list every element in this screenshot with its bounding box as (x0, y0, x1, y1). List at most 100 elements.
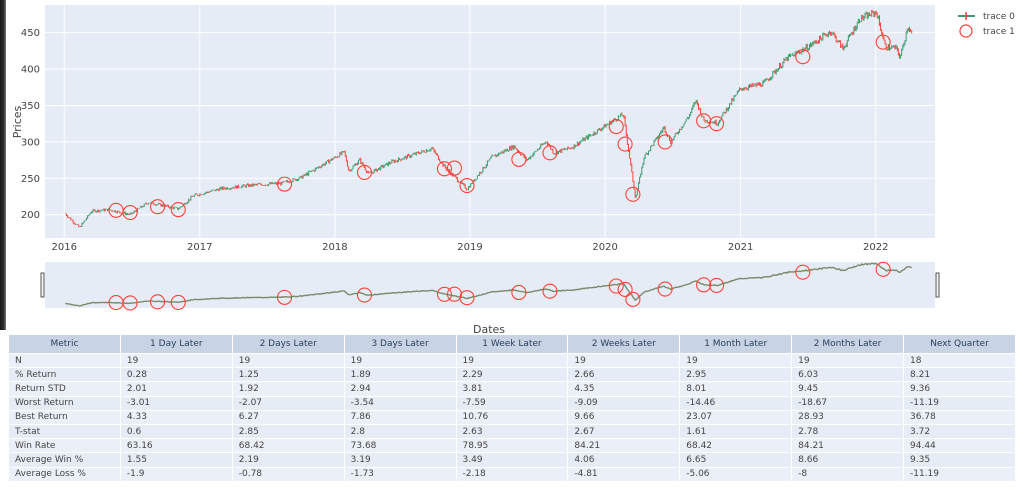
legend-item-trace-1[interactable]: trace 1 (959, 24, 1015, 38)
table-cell: 8.21 (903, 367, 1016, 383)
table-cell: 0.28 (119, 367, 233, 383)
metric-name-cell: T-stat (8, 423, 121, 440)
table-cell: -18.67 (791, 395, 904, 411)
metric-name-cell: Average Loss % (8, 466, 121, 482)
table-cell: 63.16 (119, 438, 233, 454)
table-cell: 3.81 (455, 381, 569, 397)
table-cell: 84.21 (791, 438, 904, 454)
x-tick-label: 2020 (592, 242, 617, 253)
table-cell: 9.66 (567, 409, 681, 425)
signal-marker[interactable] (709, 116, 725, 132)
table-row: N 19 19 19 19 19 19 19 18 (8, 352, 1016, 369)
table-cell: -1.9 (119, 466, 233, 482)
table-cell: -2.18 (455, 466, 569, 482)
signal-marker[interactable] (122, 204, 138, 221)
signal-marker[interactable] (356, 164, 373, 181)
signal-marker[interactable] (170, 202, 186, 218)
table-cell: 8.01 (679, 381, 793, 397)
table-cell: 78.95 (455, 438, 569, 454)
legend-item-trace-0[interactable]: trace 0 (958, 12, 1015, 22)
table-cell: 6.03 (791, 367, 904, 383)
slider-signal-marker (875, 261, 891, 277)
table-cell: 3.19 (343, 452, 457, 468)
table-cell: -5.06 (679, 466, 793, 482)
slider-background (45, 262, 935, 308)
table-cell: 4.33 (119, 409, 233, 425)
slider-signal-marker (795, 264, 811, 280)
table-row: % Return 0.28 1.25 1.89 2.29 2.66 2.95 6.03 8.21 (8, 367, 1016, 383)
table-cell: -11.19 (903, 395, 1016, 411)
signal-marker[interactable] (608, 119, 624, 135)
table-cell: 10.76 (455, 409, 569, 425)
x-tick-label: 2022 (863, 242, 888, 253)
table-cell: 8.66 (791, 452, 904, 468)
table-header-cell: 2 Weeks Later (567, 334, 681, 354)
metric-name-cell: N (8, 352, 121, 369)
slider-handle-right[interactable] (935, 272, 940, 298)
legend[interactable]: trace 0 trace 1 (958, 12, 1015, 38)
slider-signal-marker (170, 294, 186, 310)
table-cell: -14.46 (679, 395, 793, 411)
table-cell: -4.81 (567, 466, 681, 482)
table-cell: 6.27 (231, 409, 345, 425)
range-slider[interactable] (40, 261, 940, 311)
slider-signal-marker (149, 294, 166, 310)
table-cell: -9.09 (567, 395, 681, 411)
table-cell: 2.85 (231, 423, 345, 440)
slider-signal-marker (436, 286, 453, 302)
signal-marker[interactable] (149, 199, 166, 215)
slider-price-line (65, 262, 912, 307)
table-header-cell: 1 Month Later (679, 334, 793, 354)
table-cell: 3.49 (455, 452, 569, 468)
table-cell: 9.45 (791, 381, 904, 397)
table-cell: 36.78 (903, 409, 1016, 425)
table-cell: 73.68 (343, 438, 457, 454)
signal-marker[interactable] (617, 136, 633, 152)
signal-marker[interactable] (436, 161, 453, 177)
table-cell: -7.59 (455, 395, 569, 411)
table-cell: 19 (343, 352, 457, 369)
stats-table: Metric 1 Day Later 2 Days Later 3 Days Late… (8, 334, 1016, 482)
slider-signal-marker (542, 283, 558, 299)
table-cell: 19 (231, 352, 345, 369)
table-header-cell: 1 Day Later (119, 334, 233, 354)
x-tick-label: 2018 (322, 242, 347, 253)
signal-marker[interactable] (875, 34, 891, 50)
signal-marker[interactable] (542, 145, 558, 161)
signal-marker[interactable] (459, 178, 475, 194)
table-header-cell: 2 Months Later (791, 334, 904, 354)
table-cell: 4.35 (567, 381, 681, 397)
table-cell: -3.54 (343, 395, 457, 411)
table-cell: 18 (903, 352, 1016, 369)
table-cell: 94.44 (903, 438, 1016, 454)
table-cell: 28.93 (791, 409, 904, 425)
slider-signal-marker (276, 289, 293, 305)
signal-marker[interactable] (276, 176, 293, 192)
x-tick-label: 2016 (52, 242, 77, 253)
signal-marker[interactable] (657, 134, 673, 150)
signal-marker[interactable] (446, 160, 463, 176)
legend-label-trace-0: trace 0 (983, 12, 1015, 22)
slider-signal-marker (122, 295, 138, 311)
table-cell: 19 (679, 352, 793, 369)
x-tick-label: 2019 (457, 242, 482, 253)
legend-label-trace-1: trace 1 (983, 27, 1015, 37)
table-cell: 19 (791, 352, 904, 369)
candlestick-trace[interactable] (64, 9, 913, 228)
table-header-row: Metric 1 Day Later 2 Days Later 3 Days Late… (8, 334, 1016, 354)
table-cell: -1.73 (343, 466, 457, 482)
table-cell: -2.07 (231, 395, 345, 411)
signal-marker[interactable] (795, 49, 811, 65)
y-tick-label: 300 (21, 137, 40, 148)
table-header-cell: Next Quarter (903, 334, 1016, 354)
signal-marker[interactable] (511, 151, 527, 167)
table-header-cell: 1 Week Later (455, 334, 569, 354)
y-tick-label: 450 (21, 28, 40, 39)
table-row: Worst Return -3.01 -2.07 -3.54 -7.59 -9.09 -14… (8, 395, 1016, 411)
metric-name-cell: Win Rate (8, 438, 121, 454)
table-cell: 19 (567, 352, 681, 369)
signal-marker[interactable] (625, 186, 641, 202)
table-cell: 0.6 (119, 423, 233, 440)
main-plot-area[interactable]: 200 250 300 350 400 450 2016 2017 2018 2019 2020 20… (21, 5, 935, 253)
slider-handle-left[interactable] (40, 272, 45, 298)
